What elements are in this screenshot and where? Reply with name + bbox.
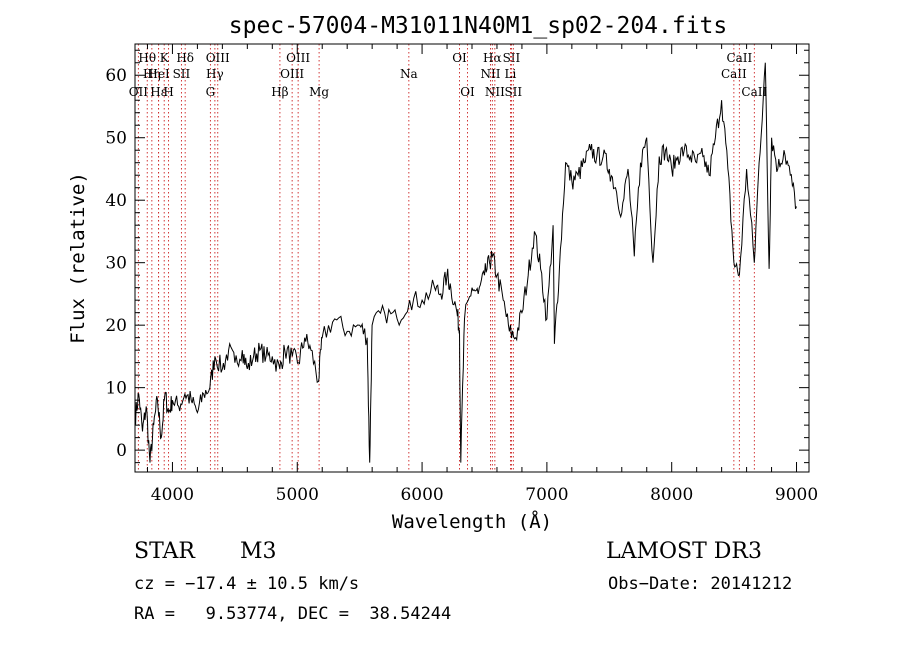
line-label-9: G xyxy=(206,85,216,99)
line-label-21: NII xyxy=(485,85,505,99)
line-label-10: Hγ xyxy=(206,67,224,81)
line-label-6: H xyxy=(163,85,173,99)
line-label-11: OIII xyxy=(206,51,230,65)
y-tick-label: 60 xyxy=(105,66,127,86)
obs-date-text: Obs−Date: 20141212 xyxy=(608,574,793,594)
spectrum-line xyxy=(134,62,797,463)
line-label-23: Li xyxy=(505,67,517,81)
x-axis-label: Wavelength (Å) xyxy=(392,510,552,533)
line-label-12: Hβ xyxy=(271,85,288,99)
y-tick-label: 50 xyxy=(105,129,127,149)
line-label-22: SII xyxy=(503,51,521,65)
y-tick-label: 20 xyxy=(105,316,127,336)
line-label-27: CaII xyxy=(741,85,767,99)
line-label-19: NII xyxy=(480,67,500,81)
survey-label: LAMOST DR3 xyxy=(606,539,762,564)
y-tick-label: 10 xyxy=(105,379,127,399)
spectrum-layer xyxy=(134,62,797,463)
x-tick-label: 7000 xyxy=(525,485,568,505)
axes: 4000 5000 6000 7000 8000 9000 0 10 20 30 40 50 60 xyxy=(105,44,818,505)
line-label-7: SII xyxy=(173,67,191,81)
line-label-2: Hη xyxy=(143,67,161,81)
line-label-25: CaII xyxy=(721,67,747,81)
line-label-16: Na xyxy=(400,67,418,81)
coords-text: RA = 9.53774, DEC = 38.54244 xyxy=(134,604,452,624)
line-label-17: OI xyxy=(452,51,467,65)
line-label-4: Hε xyxy=(150,85,167,99)
line-label-13: OIII xyxy=(280,67,304,81)
x-tick-label: 9000 xyxy=(775,485,818,505)
x-tick-label: 6000 xyxy=(400,485,443,505)
line-label-18: OI xyxy=(460,85,475,99)
line-label-14: OIII xyxy=(286,51,310,65)
emission-line-markers: HθOIIHηHeIHεKHSIIHδGHγOIIIHβOIIIOIIIMgNa… xyxy=(129,44,767,472)
y-axis-label: Flux (relative) xyxy=(67,172,89,344)
redshift-text: cz = −17.4 ± 10.5 km/s xyxy=(134,574,360,594)
subclass-label: M3 xyxy=(240,539,277,564)
line-label-0: Hθ xyxy=(138,51,156,65)
line-label-15: Mg xyxy=(309,85,329,99)
chart-title: spec-57004-M31011N40M1_sp02-204.fits xyxy=(229,13,728,39)
y-tick-label: 0 xyxy=(116,441,127,461)
x-tick-label: 4000 xyxy=(151,485,194,505)
y-tick-label: 40 xyxy=(105,191,127,211)
x-tick-label: 8000 xyxy=(650,485,693,505)
line-label-5: K xyxy=(160,51,170,65)
line-label-26: CaII xyxy=(726,51,752,65)
class-label: STAR xyxy=(134,539,195,564)
line-label-20: Hα xyxy=(483,51,502,65)
y-tick-label: 30 xyxy=(105,254,127,274)
line-label-1: OII xyxy=(129,85,149,99)
plot-frame xyxy=(134,43,810,473)
line-label-8: Hδ xyxy=(176,51,194,65)
line-label-24: SII xyxy=(504,85,522,99)
x-tick-label: 5000 xyxy=(276,485,319,505)
